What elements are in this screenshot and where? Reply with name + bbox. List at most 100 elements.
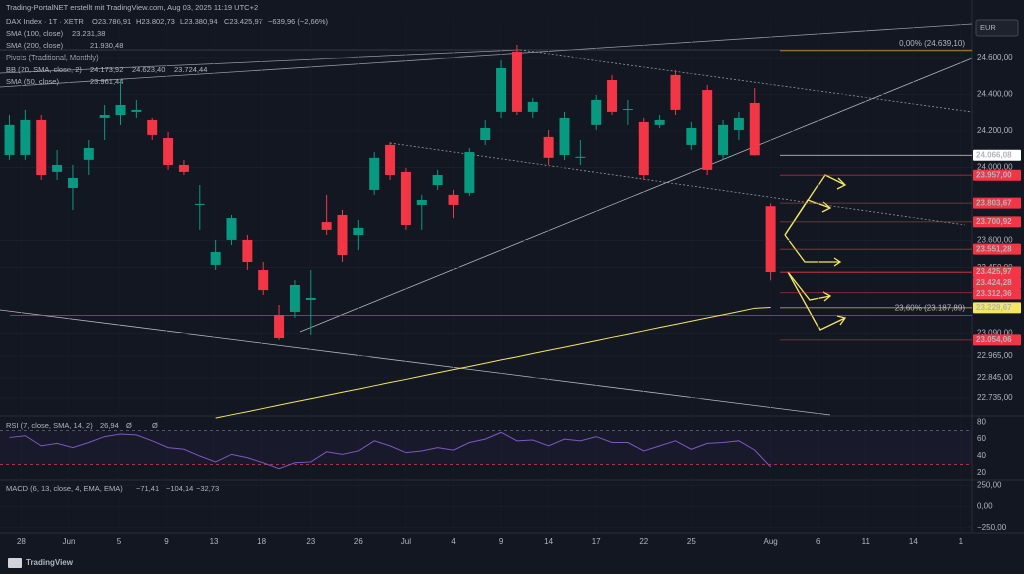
candle-body	[36, 119, 47, 176]
rsi-tick-label: 60	[977, 434, 986, 443]
candle-body	[670, 74, 681, 110]
x-tick-label: 9	[499, 537, 504, 546]
candle-body	[274, 315, 285, 339]
currency[interactable]: EUR	[980, 23, 996, 32]
candle-body	[622, 108, 633, 110]
candle-body	[575, 156, 586, 158]
rsi-value: Ø	[126, 421, 132, 430]
candle-body	[242, 239, 253, 262]
legend-name: SMA (100, close)	[6, 29, 64, 38]
quote-value: L23.380,94	[180, 17, 218, 26]
rsi-line	[9, 431, 771, 470]
candle-body	[400, 171, 411, 225]
level-box	[973, 288, 1021, 300]
x-tick-label: Jul	[401, 537, 411, 546]
caption: Trading-PortalNET erstellt mit TradingVi…	[6, 3, 258, 12]
rsi-tick-label: 20	[977, 468, 986, 477]
candle-body	[353, 227, 364, 236]
candle-body	[147, 119, 158, 135]
candle-body	[702, 90, 713, 170]
x-tick-label: 17	[592, 537, 601, 546]
x-tick-label: 9	[164, 537, 169, 546]
x-tick-label: 1	[959, 537, 964, 546]
candle-body	[686, 127, 697, 145]
legend-name: SMA (50, close)	[6, 77, 59, 86]
brand: TradingView	[26, 558, 74, 567]
x-tick-label: 13	[210, 537, 219, 546]
level-label: 23.424,28	[976, 278, 1012, 287]
legend-name: SMA (200, close)	[6, 41, 64, 50]
rsi-name: RSI (7, close, SMA, 14, 2)	[6, 421, 93, 430]
y-tick-label: 22.735,00	[977, 393, 1013, 402]
candle-body	[543, 136, 554, 158]
candle-body	[258, 270, 269, 291]
x-tick-label: Jun	[63, 537, 76, 546]
x-tick-label: 26	[354, 537, 363, 546]
candle-body	[67, 177, 78, 188]
level-label: 23.700,92	[976, 217, 1012, 226]
macd-value: −71,41	[136, 484, 159, 493]
legend-value: 21.930,48	[90, 41, 123, 50]
level-box	[973, 169, 1021, 181]
y-tick-label: 24.400,00	[977, 90, 1013, 99]
candle-body	[115, 104, 126, 116]
candle-body	[385, 144, 396, 176]
legend-value: 23.961,44	[90, 77, 123, 86]
candle-body	[559, 117, 570, 155]
currency-button[interactable]	[975, 19, 1019, 37]
candle-body	[464, 152, 475, 193]
candle-body	[83, 148, 94, 160]
quote-value: −639,96 (−2,66%)	[268, 17, 329, 26]
candle-body	[337, 214, 348, 256]
x-tick-label: 5	[117, 537, 122, 546]
legend-value: 24.623,40	[132, 65, 165, 74]
level-label: 23.425,97	[976, 267, 1012, 276]
x-tick-label: 23	[306, 537, 315, 546]
level-box	[973, 243, 1021, 255]
candle-body	[733, 117, 744, 130]
sma-line	[215, 307, 771, 419]
x-tick-label: 14	[909, 537, 918, 546]
level-label: 23.312,36	[976, 289, 1012, 298]
candle-body	[511, 51, 522, 112]
y-tick-label: 22.845,00	[977, 373, 1013, 382]
level-label: 23.054,06	[976, 335, 1012, 344]
candle-body	[321, 222, 332, 230]
y-tick-label: 24.000,00	[977, 162, 1013, 171]
quote-value: C23.425,97	[224, 17, 263, 26]
level-label: 23.803,67	[976, 198, 1012, 207]
legend-value: 24.173,92	[90, 65, 123, 74]
candle-body	[527, 101, 538, 112]
chart-title: DAX Index · 1T · XETR	[6, 17, 84, 26]
macd-tick-label: 0,00	[977, 502, 993, 511]
candle-body	[591, 99, 602, 125]
candle-body	[20, 119, 31, 155]
y-tick-label: 24.600,00	[977, 53, 1013, 62]
candle-body	[131, 109, 142, 112]
candle-body	[163, 137, 174, 165]
y-tick-label: 23.090,00	[977, 328, 1013, 337]
rsi-tick-label: 80	[977, 417, 986, 426]
legend-name: Pivots (Traditional, Monthly)	[6, 53, 99, 62]
rsi-value: 26,94	[100, 421, 119, 430]
legend-value: 23.724,44	[174, 65, 207, 74]
x-tick-label: 11	[862, 537, 871, 546]
quote-value: O23.786,91	[92, 17, 131, 26]
candle-body	[226, 218, 237, 240]
candle-body	[765, 206, 776, 273]
quote-value: H23.802,73	[136, 17, 175, 26]
x-tick-label: 25	[687, 537, 696, 546]
candle-body	[718, 124, 729, 155]
y-tick-label: 24.200,00	[977, 126, 1013, 135]
legend-name: BB (20, SMA, close, 2)	[6, 65, 82, 74]
level-label: 23.229,67	[976, 303, 1012, 312]
rsi-value: Ø	[152, 421, 158, 430]
x-tick-label: 28	[17, 537, 26, 546]
level-box	[973, 197, 1021, 209]
candle-body	[638, 121, 649, 176]
macd-tick-label: 250,00	[977, 480, 1002, 489]
candle-body	[194, 203, 205, 205]
level-label: 23.551,28	[976, 244, 1012, 253]
candle-body	[178, 164, 189, 172]
candle-body	[654, 119, 665, 125]
